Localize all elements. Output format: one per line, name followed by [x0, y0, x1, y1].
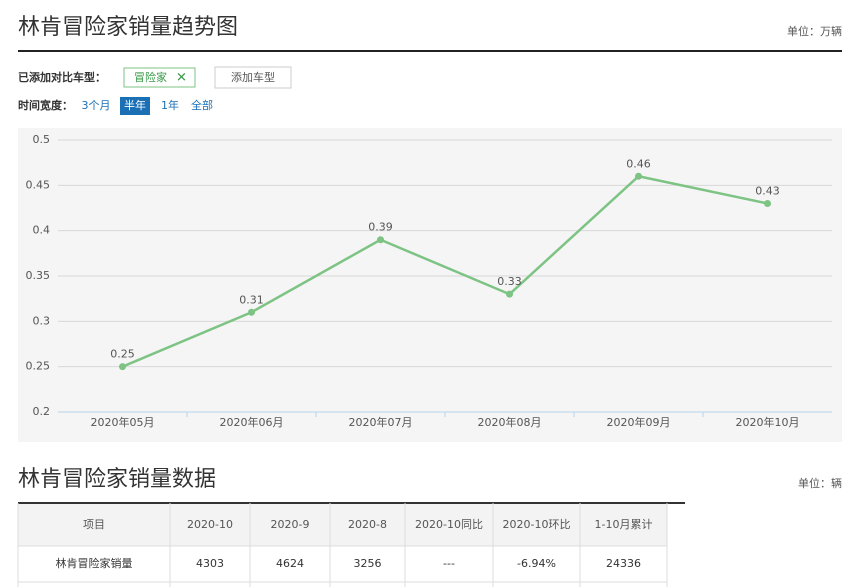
add-button-text[interactable]: 添加车型 — [231, 70, 275, 84]
x-tick-label: 2020年09月 — [607, 415, 671, 429]
time-option[interactable]: 半年 — [124, 98, 146, 112]
table-cell: 24336 — [606, 557, 641, 570]
data-label: 0.31 — [239, 293, 264, 306]
point — [764, 199, 771, 207]
data-label: 0.43 — [755, 184, 780, 197]
x-tick-label: 2020年07月 — [349, 415, 413, 429]
table-header-cell: 项目 — [83, 518, 105, 531]
table-header-cell: 1-10月累计 — [595, 518, 653, 531]
chart-panel — [18, 128, 842, 442]
y-tick-label: 0.45 — [26, 178, 51, 191]
time-option-bg[interactable] — [120, 97, 150, 115]
point — [506, 290, 513, 298]
time-option[interactable]: 1年 — [161, 98, 179, 112]
table-cell: -6.94% — [517, 557, 556, 570]
table-header-cell: 2020-9 — [271, 518, 310, 531]
x-tick-label: 2020年10月 — [736, 415, 800, 429]
data-label: 0.39 — [368, 221, 393, 234]
table-cell: 4624 — [276, 557, 304, 570]
table-cell: 4303 — [196, 557, 224, 570]
point — [119, 363, 126, 371]
y-tick-label: 0.3 — [33, 314, 51, 327]
unit: 单位：万辆 — [787, 24, 842, 38]
compare-label: 已添加对比车型： — [18, 70, 106, 84]
x-tick-label: 2020年06月 — [220, 415, 284, 429]
table-header-cell: 2020-10环比 — [503, 518, 571, 531]
data-label: 0.46 — [626, 157, 651, 170]
line — [122, 174, 768, 368]
y-tick-label: 0.2 — [33, 405, 51, 418]
y-tick-label: 0.4 — [33, 224, 51, 237]
y-tick-label: 0.25 — [26, 360, 51, 373]
table-header-cell: 2020-10 — [187, 518, 233, 531]
table-header-cell: 2020-8 — [348, 518, 387, 531]
table-header-bg — [18, 503, 667, 546]
data-label: 0.33 — [497, 275, 522, 288]
data-label: 0.25 — [110, 348, 135, 361]
time-option[interactable]: 3个月 — [82, 99, 111, 112]
y-tick-label: 0.35 — [26, 269, 51, 282]
page-title: 林肯冒险家销量趋势图 — [18, 15, 238, 40]
point — [635, 172, 642, 180]
point — [377, 236, 384, 244]
add-button[interactable] — [214, 66, 292, 89]
y-tick-label: 0.5 — [33, 133, 51, 146]
compare-tag-text[interactable]: 冒险家 — [134, 70, 167, 84]
remove-icon[interactable]: ✕ — [176, 71, 187, 86]
time-label: 时间宽度： — [18, 98, 73, 112]
compare-tag[interactable] — [123, 67, 196, 88]
table-cell: 林肯冒险家销量 — [56, 556, 133, 570]
table-title: 林肯冒险家销量数据 — [18, 467, 216, 492]
table-cell: --- — [443, 557, 455, 570]
table-header-cell: 2020-10同比 — [415, 518, 483, 531]
table-unit: 单位：辆 — [798, 476, 842, 490]
table-cell: 3256 — [354, 557, 382, 570]
point — [248, 308, 255, 316]
x-tick-label: 2020年05月 — [91, 415, 155, 429]
x-tick-label: 2020年08月 — [478, 415, 542, 429]
time-option[interactable]: 全部 — [191, 98, 213, 112]
